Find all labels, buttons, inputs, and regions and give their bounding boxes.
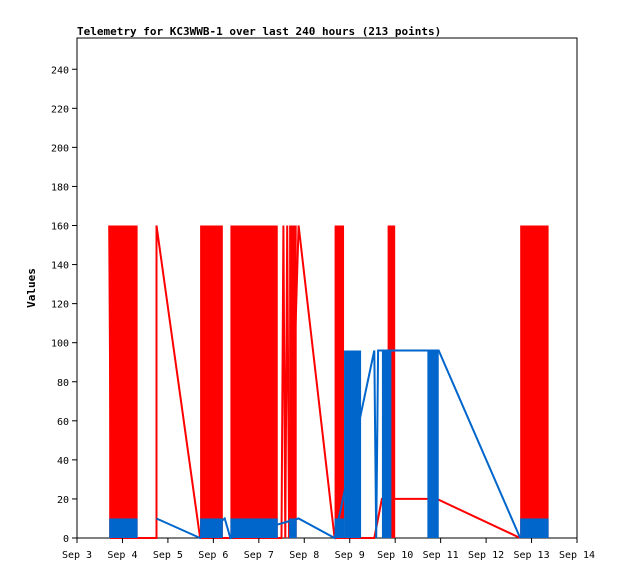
series-2-data-band <box>520 518 549 538</box>
y-tick-label: 80 <box>57 378 69 389</box>
y-tick-label: 160 <box>51 222 69 233</box>
x-tick-label: Sep 13 <box>513 550 549 561</box>
series-2-data-band <box>289 518 297 538</box>
x-tick-label: Sep 4 <box>107 550 137 561</box>
series-1-data-band <box>520 225 549 538</box>
y-tick-label: 120 <box>51 300 69 311</box>
series-2-data-band <box>109 518 138 538</box>
series-1-data-band <box>334 225 345 538</box>
y-tick-label: 200 <box>51 143 69 154</box>
series-1-data-band <box>200 225 223 538</box>
y-tick-label: 40 <box>57 456 69 467</box>
series-2-data-band <box>230 518 278 538</box>
x-tick-label: Sep 5 <box>153 550 183 561</box>
series-1-line <box>108 225 521 539</box>
x-tick-label: Sep 8 <box>289 550 319 561</box>
x-tick-label: Sep 3 <box>62 550 92 561</box>
x-tick-label: Sep 10 <box>377 550 413 561</box>
axis-layer: 0 20 40 60 80 100 120 140 160 180 200 220 240 Sep 3 Se… <box>51 65 595 561</box>
series-layer <box>108 225 549 540</box>
x-tick-label: Sep 7 <box>244 550 274 561</box>
y-tick-label: 0 <box>63 534 69 545</box>
x-tick-label: Sep 12 <box>468 550 504 561</box>
y-tick-label: 220 <box>51 104 69 115</box>
x-tick-label: Sep 11 <box>423 550 459 561</box>
series-1-data-band <box>230 225 278 538</box>
y-tick-label: 60 <box>57 417 69 428</box>
y-tick-label: 180 <box>51 182 69 193</box>
series-2-data-band <box>381 350 392 538</box>
y-tick-label: 240 <box>51 65 69 76</box>
series-2-line <box>156 349 522 540</box>
y-axis-label: Values <box>25 268 38 308</box>
y-tick-label: 100 <box>51 339 69 350</box>
series-2 <box>109 349 549 540</box>
y-tick-label: 140 <box>51 261 69 272</box>
series-1-data-band <box>109 225 138 538</box>
chart-title: Telemetry for KC3WWB-1 over last 240 hou… <box>77 25 441 38</box>
x-tick-label: Sep 14 <box>559 550 595 561</box>
plot-frame <box>76 37 578 539</box>
x-tick-label: Sep 6 <box>198 550 228 561</box>
series-2-data-band <box>334 518 345 538</box>
y-tick-label: 20 <box>57 495 69 506</box>
series-2-data-band <box>427 350 439 538</box>
series-2-data-band <box>344 350 362 538</box>
x-tick-label: Sep 9 <box>335 550 365 561</box>
